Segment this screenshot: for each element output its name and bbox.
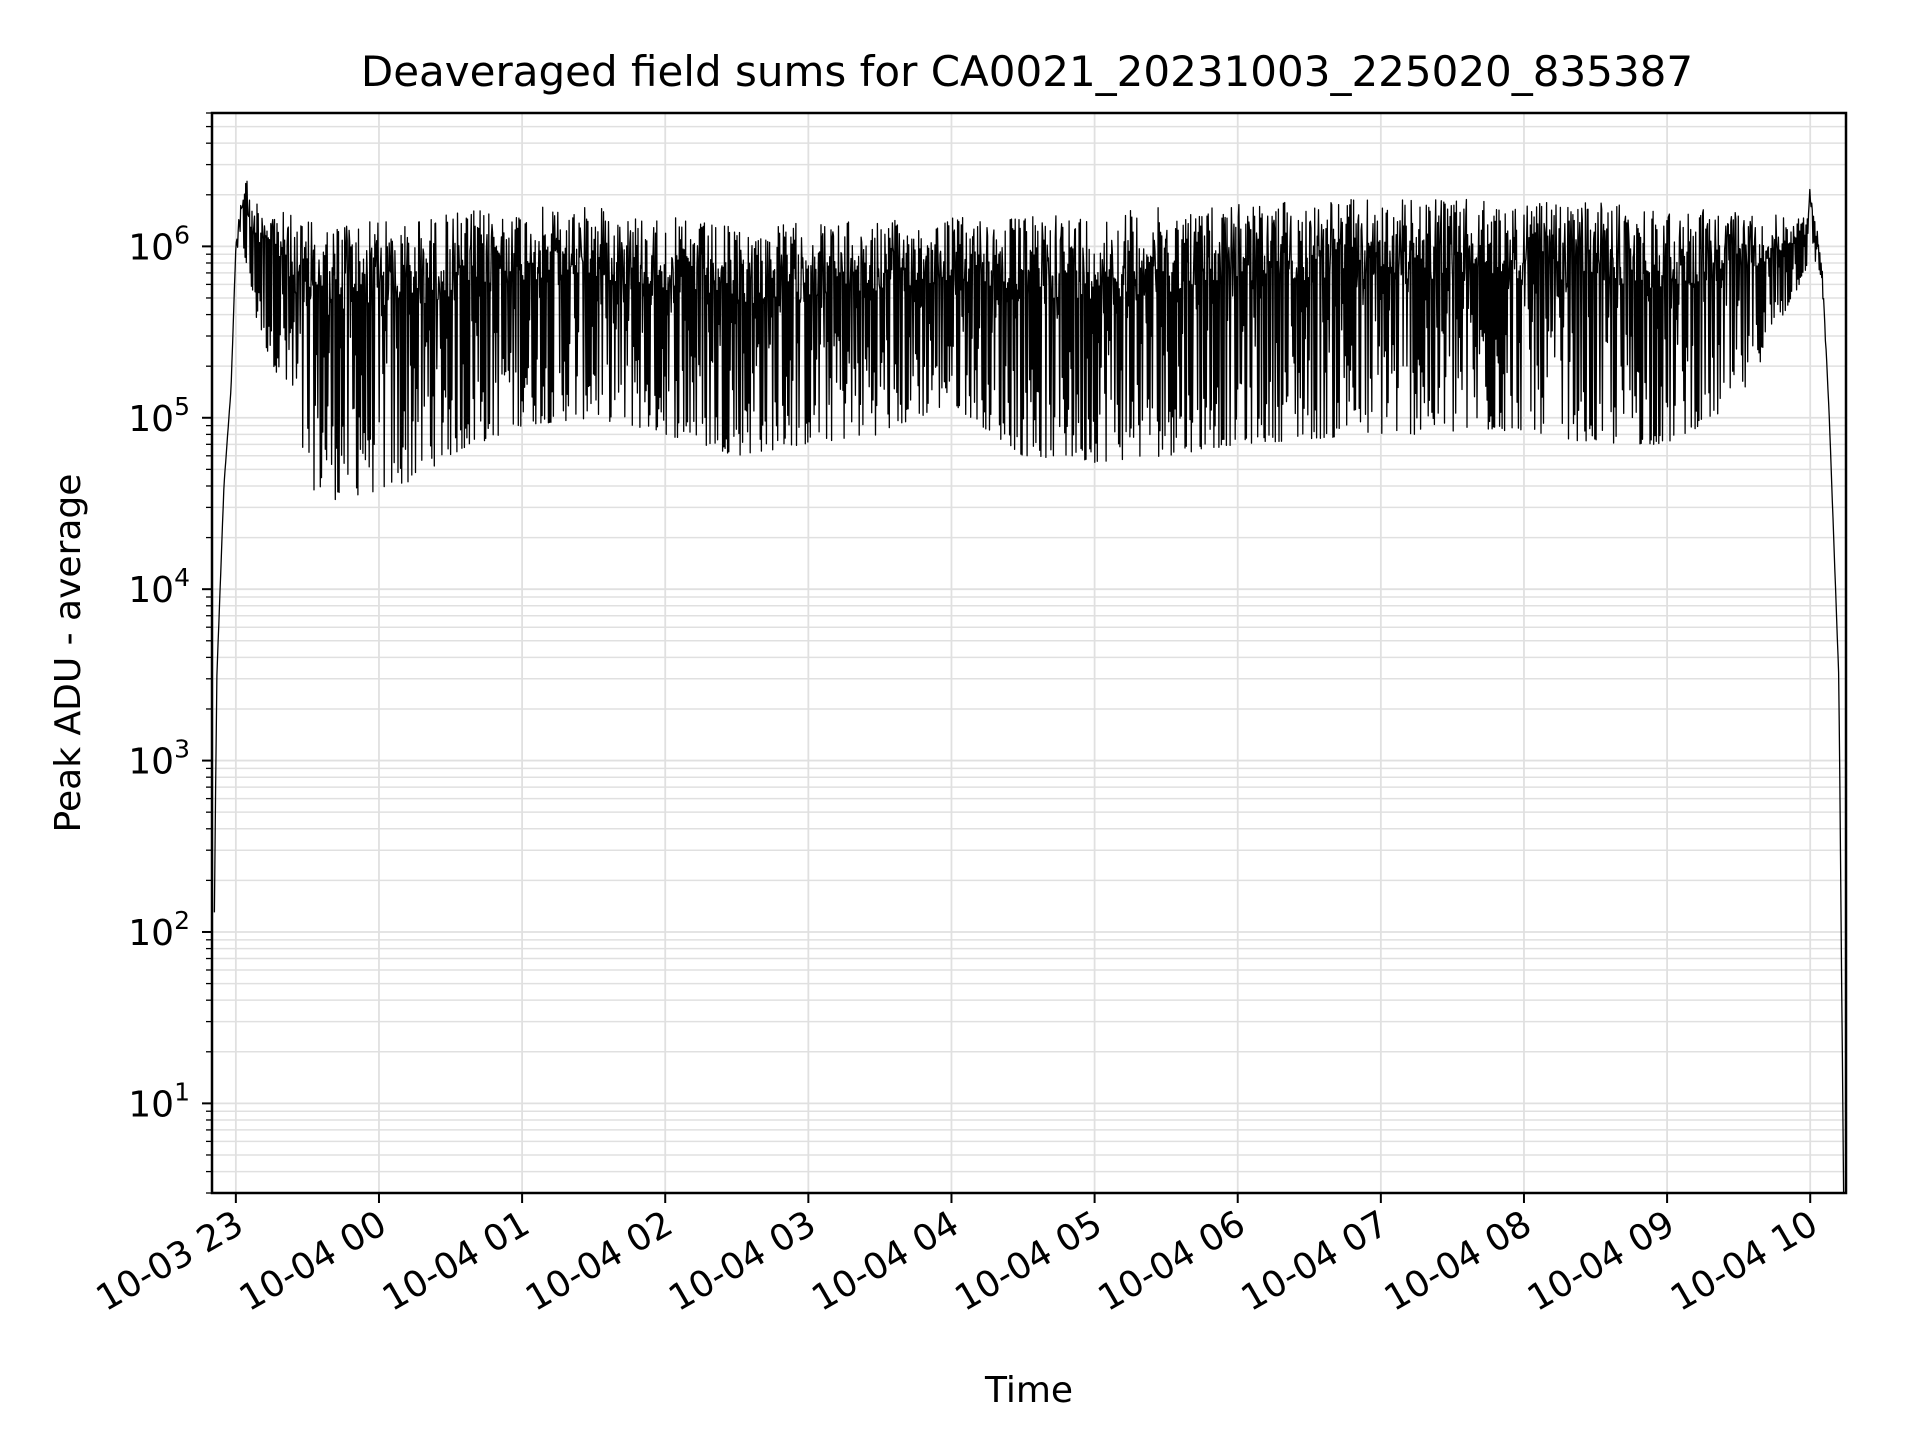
y-tick-label: 102 bbox=[128, 906, 190, 954]
series-line bbox=[213, 180, 1845, 1194]
chart-title: Deaveraged field sums for CA0021_2023100… bbox=[361, 47, 1693, 96]
y-axis-label: Peak ADU - average bbox=[48, 474, 89, 833]
y-tick-label: 105 bbox=[128, 392, 190, 440]
y-tick-label: 101 bbox=[128, 1077, 190, 1125]
x-axis-label: Time bbox=[984, 1370, 1073, 1411]
data-series bbox=[213, 180, 1845, 1194]
y-tick-label: 104 bbox=[128, 563, 190, 611]
y-tick-label: 106 bbox=[128, 220, 190, 268]
plot-frame bbox=[210, 111, 1848, 1195]
y-axis: 101 102 103 104 105 106 bbox=[128, 112, 212, 1194]
y-tick-label: 103 bbox=[128, 735, 190, 783]
